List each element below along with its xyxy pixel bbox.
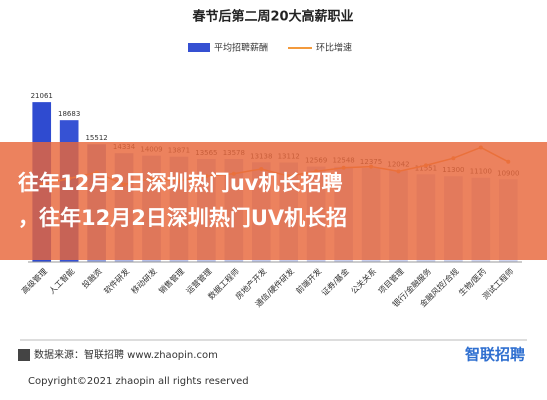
chart-title: 春节后第二周20大高薪职业	[191, 9, 353, 25]
banner	[0, 142, 547, 260]
data-label: 15512	[85, 134, 107, 142]
legend-label: 环比增速	[316, 42, 352, 54]
x-tick-label: 高级管理	[19, 266, 49, 296]
x-tick-label: 人工智能	[47, 266, 77, 296]
data-label: 9.6%	[471, 135, 492, 144]
legend-swatch	[188, 43, 210, 52]
banner-title: 往年12月2日深圳热门uv机长招聘	[18, 171, 342, 195]
copyright: Copyright©2021 zhaopin all rights reserv…	[28, 376, 249, 387]
data-label: 18683	[58, 110, 80, 118]
legend-label: 平均招聘薪酬	[214, 42, 268, 54]
banner-title: ，往年12月2日深圳热门UV机长招	[18, 206, 347, 230]
source-text: 数据来源：智联招聘 www.zhaopin.com	[34, 348, 218, 361]
x-tick-label: 移动研发	[129, 266, 159, 296]
data-label: 21061	[31, 92, 53, 100]
source-icon	[18, 349, 30, 361]
x-tick-label: 投融资	[80, 266, 104, 290]
logo: 智联招聘	[465, 346, 525, 364]
x-tick-label: 销售管理	[156, 266, 186, 296]
x-tick-label: 公关关系	[349, 266, 379, 296]
x-tick-label: 证券/基金	[319, 266, 351, 298]
x-tick-label: 软件研发	[102, 266, 132, 296]
